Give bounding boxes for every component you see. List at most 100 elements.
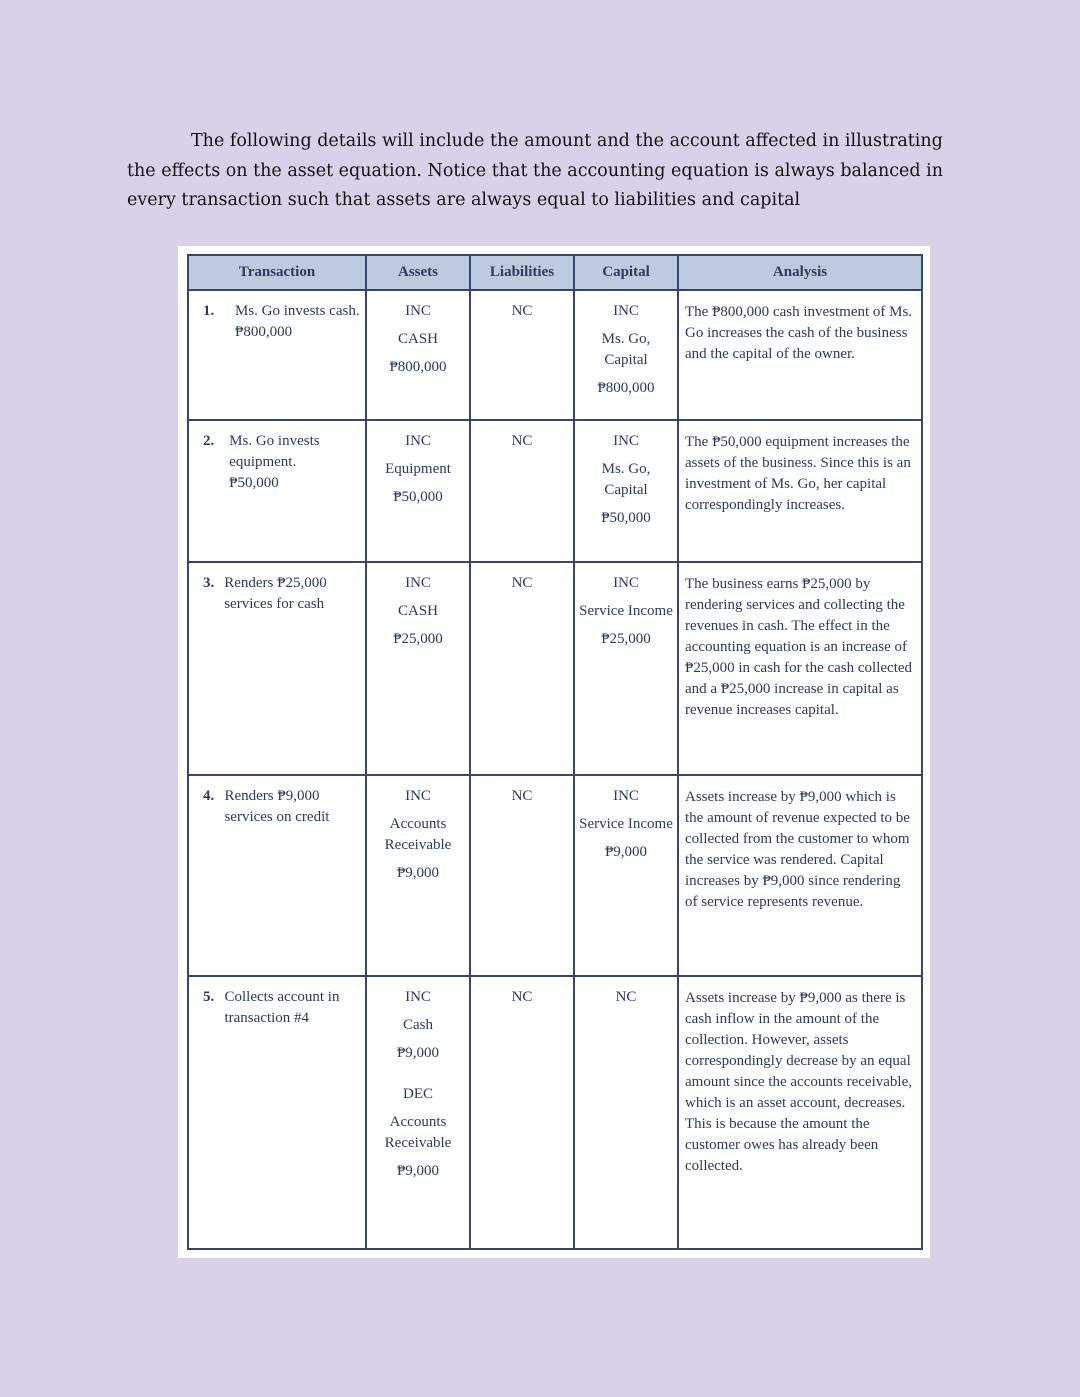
assets-inner: INC Cash ₱9,000 DEC Accounts Receivable ₱9,00… — [367, 977, 469, 1182]
capital-line: INC — [613, 788, 639, 804]
assets-line: ₱9,000 — [396, 1163, 440, 1179]
table-row: 2. Ms. Go invests equipment. ₱50,000 INC Equ… — [187, 419, 923, 563]
capital-inner: INC Service Income ₱9,000 — [575, 776, 677, 863]
assets-cell: INC CASH ₱800,000 — [365, 289, 471, 421]
transaction-cell: 5. Collects account in transaction #4 — [187, 975, 367, 1250]
liabilities-cell: NC — [469, 774, 575, 977]
transaction-inner: 1. Ms. Go invests cash. ₱800,000 — [189, 291, 365, 343]
assets-group: INC Equipment ₱50,000 — [371, 431, 465, 508]
assets-line: ₱800,000 — [389, 359, 447, 375]
liabilities-cell: NC — [469, 419, 575, 563]
capital-inner: NC — [575, 977, 677, 1008]
analysis-text: Assets increase by ₱9,000 as there is ca… — [685, 990, 912, 1174]
capital-inner: INC Ms. Go, Capital ₱50,000 — [575, 421, 677, 529]
capital-line: ₱50,000 — [601, 510, 651, 526]
assets-line: ₱9,000 — [396, 865, 440, 881]
transaction-line: Ms. Go invests cash. — [235, 303, 360, 319]
row-number: 2. — [203, 433, 215, 449]
analysis-cell: The ₱800,000 cash investment of Ms. Go i… — [677, 289, 923, 421]
analysis-cell: The ₱50,000 equipment increases the asse… — [677, 419, 923, 563]
assets-inner: INC Equipment ₱50,000 — [367, 421, 469, 508]
assets-group: DEC Accounts Receivable ₱9,000 — [371, 1084, 465, 1182]
assets-line: INC — [405, 575, 431, 591]
assets-inner: INC CASH ₱800,000 — [367, 291, 469, 378]
analysis-cell: The business earns ₱25,000 by rendering … — [677, 561, 923, 776]
liabilities-line: NC — [511, 575, 533, 591]
assets-line: Cash — [403, 1017, 433, 1033]
assets-inner: INC CASH ₱25,000 — [367, 563, 469, 650]
transaction-inner: 3. Renders ₱25,000 services for cash — [189, 563, 365, 615]
column-header: Capital — [573, 254, 679, 291]
transaction-text: Ms. Go invests cash. ₱800,000 — [235, 301, 360, 343]
transaction-line: Ms. Go invests equipment. — [229, 433, 320, 470]
row-number: 3. — [203, 575, 215, 591]
transaction-cell: 3. Renders ₱25,000 services for cash — [187, 561, 367, 776]
liabilities-line: NC — [511, 433, 533, 449]
assets-cell: INC Cash ₱9,000 DEC Accounts Receivable ₱9,00… — [365, 975, 471, 1250]
liabilities-inner: NC — [471, 563, 573, 594]
liabilities-inner: NC — [471, 291, 573, 322]
assets-line: INC — [405, 433, 431, 449]
transaction-cell: 2. Ms. Go invests equipment. ₱50,000 — [187, 419, 367, 563]
table-row: 3. Renders ₱25,000 services for cash INC CA… — [187, 561, 923, 776]
header-row: Transaction Assets Liabilities Capital Analy… — [187, 254, 923, 291]
analysis-text: Assets increase by ₱9,000 which is the a… — [685, 789, 910, 910]
assets-cell: INC Accounts Receivable ₱9,000 — [365, 774, 471, 977]
capital-inner: INC Service Income ₱25,000 — [575, 563, 677, 650]
transaction-line: ₱50,000 — [229, 475, 279, 491]
assets-line: CASH — [397, 331, 438, 347]
transaction-cell: 1. Ms. Go invests cash. ₱800,000 — [187, 289, 367, 421]
assets-line: ₱50,000 — [393, 489, 443, 505]
liabilities-line: NC — [511, 989, 533, 1005]
assets-cell: INC Equipment ₱50,000 — [365, 419, 471, 563]
capital-cell: INC Service Income ₱9,000 — [573, 774, 679, 977]
liabilities-line: NC — [511, 303, 533, 319]
assets-group: INC CASH ₱25,000 — [371, 573, 465, 650]
assets-line: ₱25,000 — [393, 631, 443, 647]
row-number: 1. — [203, 303, 215, 319]
capital-line: Ms. Go, Capital — [601, 461, 651, 498]
assets-line: DEC — [403, 1086, 433, 1102]
assets-group: INC Cash ₱9,000 — [371, 987, 465, 1064]
liabilities-inner: NC — [471, 776, 573, 807]
assets-line: Accounts Receivable — [384, 816, 452, 853]
table-row: 5. Collects account in transaction #4 INC C… — [187, 975, 923, 1250]
column-header: Analysis — [677, 254, 923, 291]
capital-line: ₱9,000 — [604, 844, 648, 860]
transaction-inner: 2. Ms. Go invests equipment. ₱50,000 — [189, 421, 365, 494]
assets-line: Equipment — [385, 461, 451, 477]
transaction-inner: 4. Renders ₱9,000 services on credit — [189, 776, 365, 828]
liabilities-cell: NC — [469, 561, 575, 776]
intro-paragraph: The following details will include the a… — [127, 131, 944, 210]
liabilities-cell: NC — [469, 975, 575, 1250]
row-number: 4. — [203, 788, 215, 804]
liabilities-line: NC — [511, 788, 533, 804]
column-header: Liabilities — [469, 254, 575, 291]
capital-cell: INC Ms. Go, Capital ₱800,000 — [573, 289, 679, 421]
transaction-text: Collects account in transaction #4 — [224, 987, 361, 1029]
transaction-line: Renders ₱25,000 services for cash — [224, 575, 327, 612]
capital-line: INC — [613, 303, 639, 319]
assets-inner: INC Accounts Receivable ₱9,000 — [367, 776, 469, 884]
assets-group: INC CASH ₱800,000 — [371, 301, 465, 378]
capital-line: ₱25,000 — [601, 631, 651, 647]
capital-line: INC — [613, 433, 639, 449]
table-frame: Transaction Assets Liabilities Capital Analy… — [178, 246, 930, 1258]
table-body: 1. Ms. Go invests cash. ₱800,000 INC CASH ₱80… — [187, 289, 923, 1250]
capital-line: INC — [613, 575, 639, 591]
transaction-table: Transaction Assets Liabilities Capital Analy… — [187, 254, 923, 1250]
assets-cell: INC CASH ₱25,000 — [365, 561, 471, 776]
capital-cell: INC Service Income ₱25,000 — [573, 561, 679, 776]
transaction-inner: 5. Collects account in transaction #4 — [189, 977, 365, 1029]
analysis-text: The ₱50,000 equipment increases the asse… — [685, 434, 911, 513]
assets-line: INC — [405, 989, 431, 1005]
transaction-line: ₱800,000 — [235, 324, 293, 340]
transaction-text: Ms. Go invests equipment. ₱50,000 — [229, 431, 361, 494]
capital-line: Service Income — [579, 816, 673, 832]
transaction-line: Collects account in transaction #4 — [224, 989, 340, 1026]
capital-line: NC — [615, 989, 637, 1005]
assets-line: ₱9,000 — [396, 1045, 440, 1061]
transaction-cell: 4. Renders ₱9,000 services on credit — [187, 774, 367, 977]
assets-line: Accounts Receivable — [384, 1114, 452, 1151]
